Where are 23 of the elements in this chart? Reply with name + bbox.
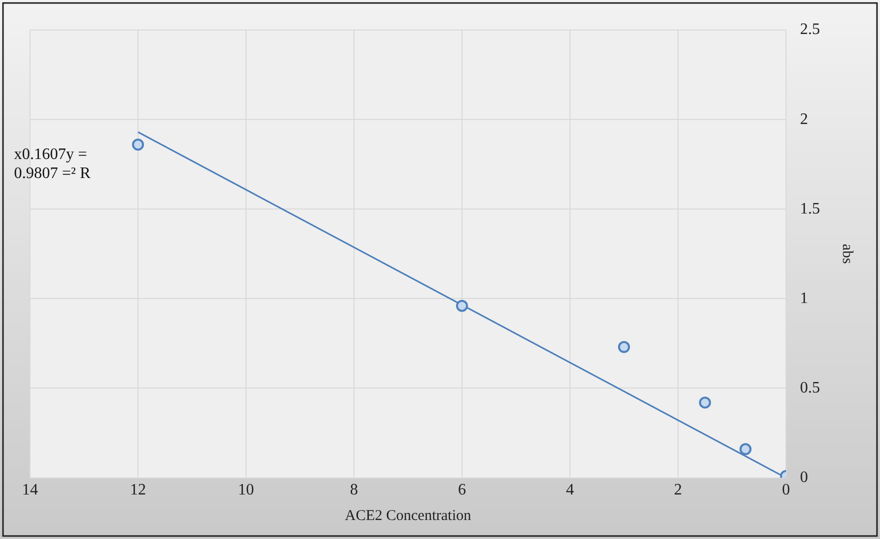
point [456, 300, 468, 312]
y-tick-label: 0 [800, 469, 808, 486]
x-tick-label: 14 [22, 482, 38, 499]
y-tick-label: 2.5 [800, 21, 820, 38]
x-tick-label: 0 [782, 482, 790, 499]
annotation: 0.9807 =² R [14, 165, 91, 182]
x-tick-label: 2 [674, 482, 682, 499]
y-axis-title: abs [839, 244, 856, 264]
x-tick-label: 12 [130, 482, 146, 499]
y-tick-label: 1 [800, 290, 808, 307]
y-tick-label: 0.5 [800, 379, 820, 396]
x-tick-label: 10 [238, 482, 254, 499]
x-tick-label: 6 [458, 482, 466, 499]
x-tick-label: 4 [566, 482, 574, 499]
x-axis-title: ACE2 Concentration [344, 508, 472, 524]
point [740, 443, 752, 456]
x-tick-label: 8 [350, 482, 358, 499]
point [699, 396, 711, 409]
point [132, 138, 144, 151]
point [618, 341, 630, 354]
y-tick-label: 1.5 [800, 200, 820, 218]
y-tick-label: 2 [800, 110, 808, 128]
annotation: x0.1607y = [14, 146, 88, 164]
